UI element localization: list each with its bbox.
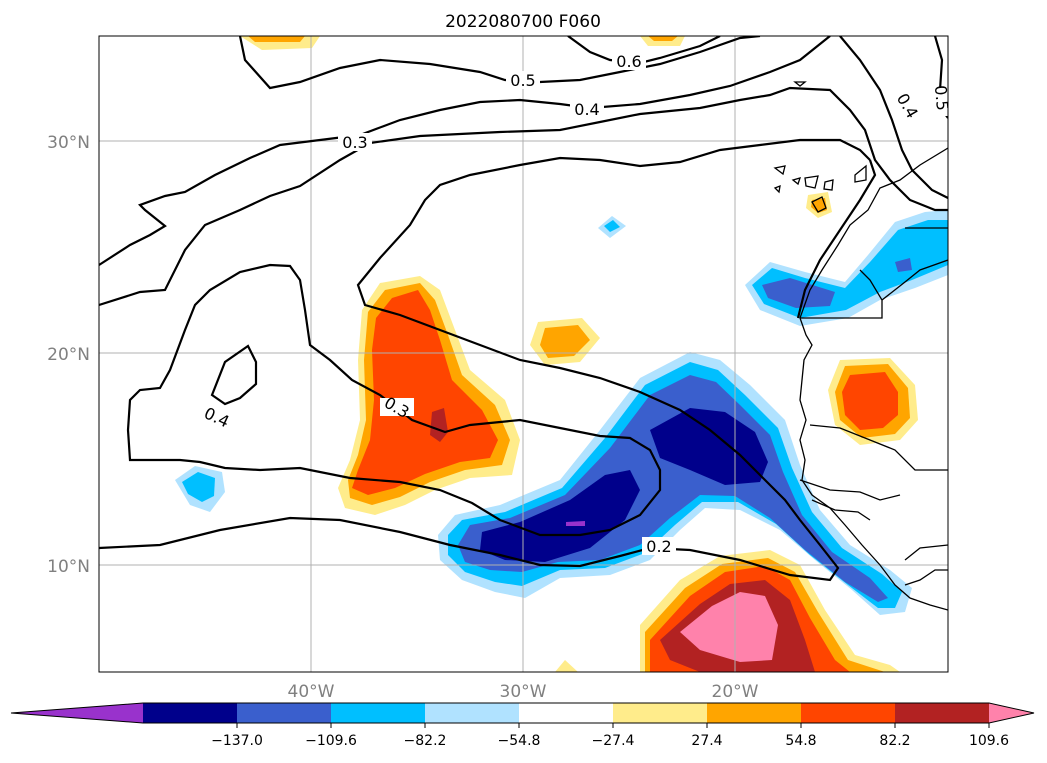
graticule <box>99 36 948 672</box>
island-outline <box>773 165 786 176</box>
contour-label: 0.5 <box>931 84 952 111</box>
colorbar-tick-label: −109.6 <box>305 733 357 749</box>
colorbar-segment <box>237 703 332 723</box>
border-line <box>881 259 948 301</box>
colorbar-segment <box>331 703 426 723</box>
lat-axis: 30°N 20°N 10°N <box>47 133 90 577</box>
lon-axis: 40°W 30°W 20°W <box>288 682 759 702</box>
chart-title: 2022080700 F060 <box>445 12 601 32</box>
contour-label: 0.2 <box>646 537 671 556</box>
island-outline <box>811 196 827 213</box>
island-outline <box>854 164 867 183</box>
negative-anomaly-region <box>604 220 620 232</box>
border-line <box>904 569 948 586</box>
colorbar-segment <box>707 703 802 723</box>
island-outline <box>773 184 781 194</box>
colorbar-segment <box>425 703 520 723</box>
colorbar-tick-label: −82.2 <box>404 733 447 749</box>
map-panel: 0.6 0.5 0.4 0.3 0.4 0.3 0.2 0.4 0.5 <box>99 36 952 672</box>
positive-anomaly-region <box>352 290 498 495</box>
negative-anomaly-region <box>650 408 768 485</box>
negative-anomaly-region <box>762 278 835 308</box>
colorbar-extend-low <box>11 703 143 723</box>
negative-anomaly-region <box>895 258 912 272</box>
contour-line <box>99 86 948 307</box>
colorbar-segment <box>519 703 614 723</box>
positive-anomaly-region <box>248 36 305 42</box>
positive-anomaly-region <box>540 325 590 358</box>
colorbar-segment <box>895 703 990 723</box>
border-line <box>904 544 948 561</box>
contour-label: 0.3 <box>342 133 367 152</box>
colorbar-tick-label: 82.2 <box>879 733 910 749</box>
positive-anomaly-region <box>680 592 778 662</box>
contour-line <box>839 36 948 199</box>
colorbar-tick-label: −137.0 <box>211 733 263 749</box>
positive-anomaly-region <box>648 36 678 41</box>
contour-line <box>796 159 877 319</box>
coastline <box>773 81 948 611</box>
lat-tick-label: 30°N <box>47 133 90 153</box>
positive-anomaly-region <box>842 372 898 430</box>
contour-label-group: 0.6 0.5 0.4 0.3 0.4 0.3 0.2 0.4 0.5 <box>200 52 952 556</box>
positive-anomaly-region <box>555 660 578 672</box>
lat-tick-label: 20°N <box>47 345 90 365</box>
colorbar: −137.0 −109.6 −82.2 −54.8 −27.4 27.4 54.8 82.2 1… <box>10 702 1035 749</box>
border-line <box>799 479 901 501</box>
lon-tick-label: 30°W <box>500 682 547 702</box>
island-outline <box>793 81 807 87</box>
colorbar-tick-label: −54.8 <box>498 733 541 749</box>
colorbar-segment <box>143 703 238 723</box>
negative-anomaly-region <box>182 472 215 502</box>
negative-anomaly-region <box>480 470 640 562</box>
colorbar-extend-high <box>989 703 1034 723</box>
africa-coastline <box>799 147 948 611</box>
contour-line <box>238 36 761 90</box>
island-outline <box>823 179 834 191</box>
lat-tick-label: 10°N <box>47 557 90 577</box>
colorbar-tick-label: 27.4 <box>691 733 722 749</box>
colorbar-segment <box>613 703 708 723</box>
island-outline <box>804 175 819 189</box>
contour-label: 0.6 <box>616 52 641 71</box>
shaded-field <box>175 36 948 672</box>
colorbar-tick-label: −27.4 <box>592 733 635 749</box>
contour-label: 0.4 <box>574 100 599 119</box>
negative-anomaly-region <box>566 521 585 526</box>
lon-tick-label: 20°W <box>712 682 759 702</box>
contour-line <box>126 263 662 537</box>
colorbar-tick-label: 109.6 <box>969 733 1009 749</box>
contour-line <box>210 344 258 406</box>
border-line <box>811 499 871 521</box>
contour-label: 0.5 <box>510 71 535 90</box>
contour-line <box>99 138 871 582</box>
colorbar-segment <box>801 703 896 723</box>
map-frame <box>98 35 949 673</box>
colorbar-tick-label: 54.8 <box>785 733 816 749</box>
border-line <box>809 424 948 471</box>
island-outline <box>791 177 802 186</box>
lon-tick-label: 40°W <box>288 682 335 702</box>
positive-anomaly-region <box>430 408 448 442</box>
